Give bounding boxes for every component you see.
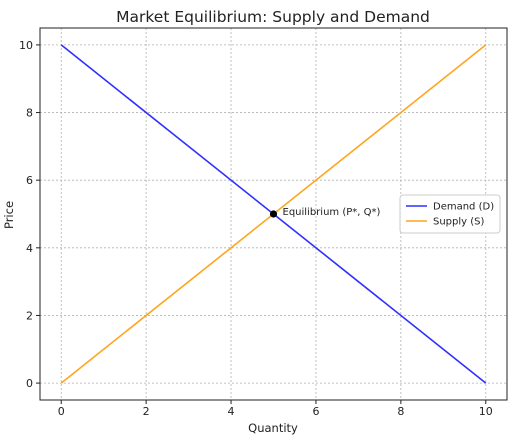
y-tick-label: 4: [26, 242, 33, 255]
legend-box: [399, 194, 501, 234]
x-tick-label: 10: [479, 405, 493, 418]
legend: Demand (D) Supply (S): [399, 194, 501, 234]
plot-frame: [39, 27, 508, 401]
points-layer: Equilibrium (P*, Q*): [269, 207, 381, 218]
legend-demand-label: Demand (D): [433, 202, 494, 213]
x-tick-label: 0: [58, 405, 65, 418]
x-tick-label: 2: [143, 405, 150, 418]
y-tick-label: 6: [26, 174, 33, 187]
equilibrium-point: [269, 210, 278, 218]
y-tick-label: 8: [26, 107, 33, 120]
ticks: 0 2 4 6 8 10 0 2 4 6 8 10: [19, 39, 493, 418]
x-axis-label: Quantity: [248, 421, 298, 435]
legend-supply-label: Supply (S): [433, 217, 485, 228]
y-tick-label: 10: [19, 39, 33, 52]
chart-title: Market Equilibrium: Supply and Demand: [116, 8, 430, 26]
equilibrium-annotation: Equilibrium (P*, Q*): [283, 207, 381, 218]
x-tick-label: 4: [228, 405, 235, 418]
x-tick-label: 8: [397, 405, 404, 418]
y-axis-label: Price: [2, 201, 16, 229]
y-tick-label: 0: [26, 377, 33, 390]
x-tick-label: 6: [312, 405, 319, 418]
y-tick-label: 2: [26, 309, 33, 322]
